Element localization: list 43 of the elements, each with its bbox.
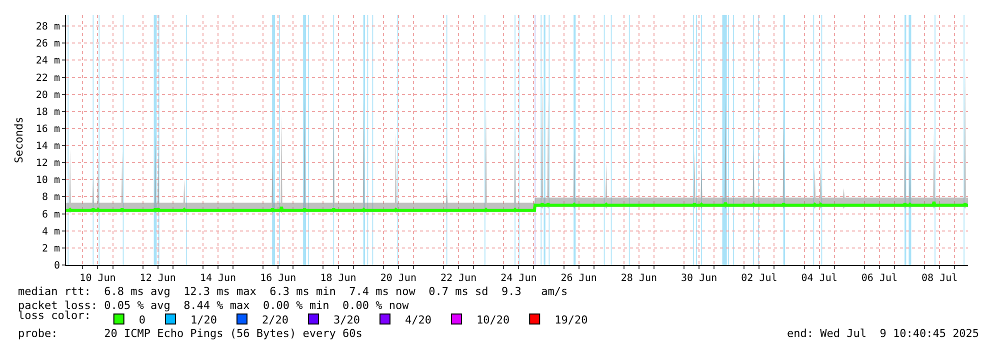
x-tick-label: 02 Jul [741,273,778,284]
y-tick-label: 14 m [36,141,60,152]
x-tick-label: 30 Jun [681,273,718,284]
x-tick-label: 28 Jun [620,273,658,284]
y-tick-label: 28 m [36,22,60,33]
legend-label: 3/20 [333,313,360,326]
x-tick-label: 12 Jun [140,273,176,284]
legend-label: 4/20 [404,313,432,326]
y-tick-label: 20 m [36,90,60,101]
line-series [66,200,968,212]
x-tick-label: 16 Jun [260,273,296,284]
x-tick-label: 04 Jul [801,273,838,284]
y-tick-label: 26 m [36,38,60,50]
y-tick-label: 12 m [36,158,60,170]
text: probe: 20 ICMP Echo Pings (56 Bytes) every 60s [18,327,362,340]
y-tick-label: 8 m [42,192,60,204]
y-tick-label: 24 m [36,56,60,67]
y-tick-label: 16 m [36,124,60,135]
y-tick-label: 22 m [36,72,60,84]
text: end: Wed Jul 9 10:40:45 2025 [787,327,980,340]
y-tick-label: 0 [54,260,60,272]
x-tick-label: 06 Jul [861,273,898,284]
y-tick-label: 18 m [36,106,60,118]
y-tick-label: 6 m [42,209,60,220]
y-tick-label: 4 m [42,226,60,238]
y-tick-label: 2 m [42,243,60,254]
text: packet loss: 0.05 % avg 8.44 % max 0.00 % min 0.00 % now [18,299,410,312]
x-tick-label: 20 Jun [380,273,416,284]
x-tick-label: 10 Jun [80,273,116,284]
legend-label: 19/20 [554,313,588,326]
y-tick-label: 10 m [36,175,60,186]
legend-label: 2/20 [262,313,288,326]
x-tick-label: 08 Jul [922,273,958,284]
legend-label: 10/20 [476,313,510,326]
y-axis-title: Seconds [12,116,26,164]
x-tick-label: 26 Jun [560,273,597,284]
legend-label: 0 [138,313,146,326]
x-tick-label: 14 Jun [200,273,236,284]
x-tick-label: 22 Jun [440,273,477,284]
text: median rtt: 6.8 ms avg 12.3 ms max 6.3 ms min 7.4 ms now 0.7 ms sd 9.3 am/s [18,285,568,298]
x-tick-label: 24 Jun [500,273,537,284]
legend-label: 1/20 [190,313,217,326]
x-tick-label: 18 Jun [320,273,356,284]
